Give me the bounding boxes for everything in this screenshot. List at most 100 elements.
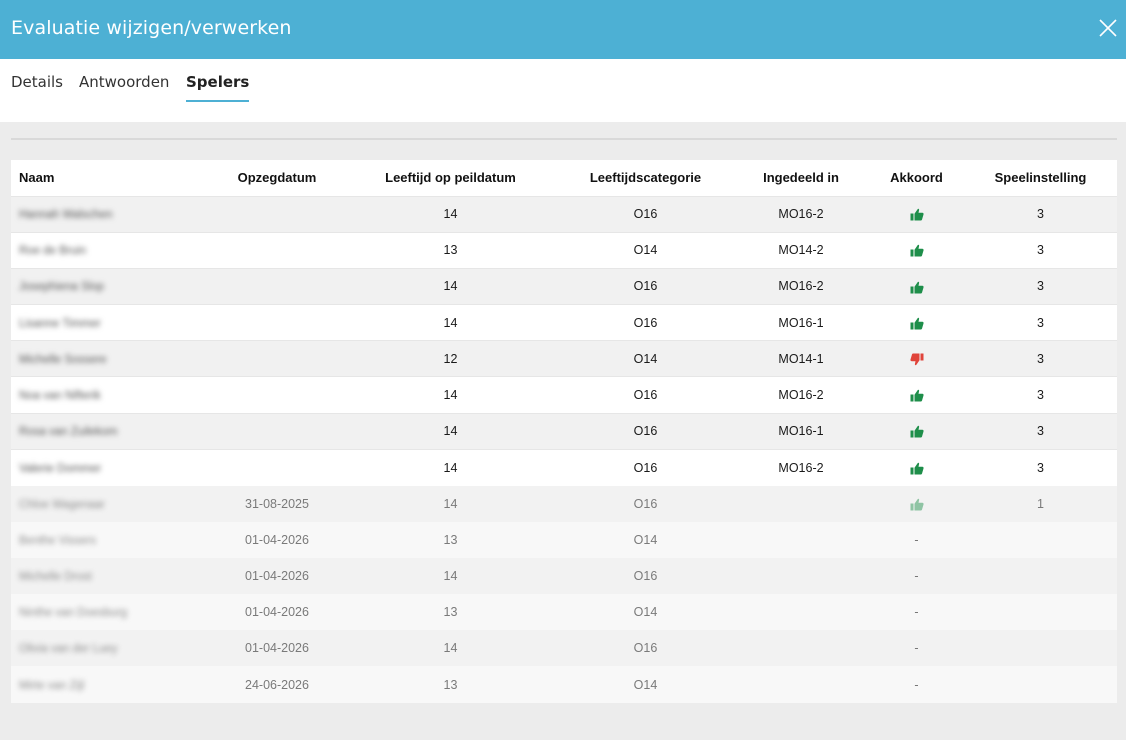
table-body: Hannah Walschen 14 O16 MO16-2 3 Roe de Bruin 1…	[11, 196, 1117, 703]
player-name: Michelle Sossere	[19, 353, 107, 366]
player-name: Josephiena Slop	[19, 281, 105, 294]
table-row[interactable]: Benthe Vissers 01-04-2026 13 O14 -	[11, 521, 1117, 558]
cell-leeftijdscategorie: O14	[633, 677, 658, 692]
player-name: Benthe Vissers	[19, 534, 97, 547]
cell-leeftijd: 13	[443, 532, 458, 547]
cell-opzegdatum	[211, 449, 343, 485]
cell-ingedeeld	[733, 594, 869, 630]
cell-leeftijd: 14	[443, 496, 458, 511]
cell-leeftijd: 14	[443, 279, 458, 294]
cell-akkoord: -	[869, 522, 964, 558]
player-name: Roe de Bruin	[19, 245, 87, 258]
column-header-leeftijd[interactable]: Leeftijd op peildatum	[385, 170, 516, 186]
cell-speelinstelling	[964, 594, 1117, 630]
cell-speelinstelling: 3	[1037, 243, 1044, 258]
cell-akkoord	[869, 449, 964, 485]
table-row[interactable]: Lisanne Timmer 14 O16 MO16-1 3	[11, 304, 1117, 341]
cell-ingedeeld	[733, 666, 869, 702]
cell-leeftijdscategorie: O16	[633, 496, 658, 511]
cell-opzegdatum: 01-04-2026	[245, 568, 309, 583]
tab-details[interactable]: Details	[11, 73, 63, 91]
player-name: Valerie Dommer	[19, 462, 102, 475]
cell-leeftijdscategorie: O14	[633, 351, 658, 366]
thumb-up-icon	[910, 243, 924, 257]
column-header-speelinstelling[interactable]: Speelinstelling	[994, 170, 1087, 186]
players-table: Naam Opzegdatum Leeftijd op peildatum Le…	[11, 160, 1117, 703]
cell-naam: Michelle Drost	[11, 558, 211, 594]
cell-leeftijdscategorie: O16	[633, 388, 658, 403]
cell-opzegdatum	[211, 341, 343, 377]
cell-leeftijd: 14	[443, 388, 458, 403]
cell-naam: Noa van Nifterik	[11, 377, 211, 413]
cell-speelinstelling: 3	[1037, 351, 1044, 366]
akkoord-value: -	[914, 532, 919, 547]
cell-ingedeeld	[733, 486, 869, 522]
thumb-down-icon	[909, 352, 924, 366]
table-row[interactable]: Josephiena Slop 14 O16 MO16-2 3	[11, 268, 1117, 305]
column-header-naam[interactable]: Naam	[19, 170, 55, 186]
cell-naam: Chloe Wagenaar	[11, 486, 211, 522]
cell-opzegdatum: 01-04-2026	[245, 605, 309, 620]
cell-akkoord	[869, 232, 964, 268]
player-name: Michelle Drost	[19, 570, 92, 583]
tab-spelers[interactable]: Spelers	[186, 73, 250, 102]
cell-leeftijd: 12	[443, 351, 458, 366]
cell-ingedeeld	[733, 558, 869, 594]
table-row[interactable]: Valerie Dommer 14 O16 MO16-2 3	[11, 449, 1117, 486]
cell-speelinstelling: 3	[1037, 424, 1044, 439]
cell-leeftijd: 14	[443, 641, 458, 656]
cell-naam: Olivia van der Luey	[11, 630, 211, 666]
cell-leeftijdscategorie: O16	[633, 424, 658, 439]
cell-naam: Michelle Sossere	[11, 341, 211, 377]
cell-opzegdatum: 31-08-2025	[245, 496, 309, 511]
table-row[interactable]: Michelle Sossere 12 O14 MO14-1 3	[11, 340, 1117, 377]
cell-ingedeeld: MO14-1	[778, 351, 824, 366]
table-row[interactable]: Chloe Wagenaar 31-08-2025 14 O16 1	[11, 485, 1117, 522]
cell-akkoord	[869, 377, 964, 413]
cell-speelinstelling: 3	[1037, 460, 1044, 475]
tab-label: Details	[11, 73, 64, 91]
player-name: Hannah Walschen	[19, 209, 113, 222]
table-row[interactable]: Olivia van der Luey 01-04-2026 14 O16 -	[11, 630, 1117, 667]
table-row[interactable]: Ninthe van Doesburg 01-04-2026 13 O14 -	[11, 594, 1117, 631]
column-header-ingedeeld[interactable]: Ingedeeld in	[763, 170, 839, 186]
cell-speelinstelling: 3	[1037, 279, 1044, 294]
close-icon[interactable]	[1098, 18, 1118, 38]
akkoord-value: -	[914, 568, 919, 583]
divider	[11, 138, 1117, 140]
column-header-akkoord[interactable]: Akkoord	[890, 170, 943, 186]
player-name: Chloe Wagenaar	[19, 498, 105, 511]
cell-akkoord	[869, 486, 964, 522]
cell-speelinstelling	[964, 558, 1117, 594]
cell-leeftijdscategorie: O14	[633, 532, 658, 547]
table-row[interactable]: Hannah Walschen 14 O16 MO16-2 3	[11, 196, 1117, 233]
table-row[interactable]: Roe de Bruin 13 O14 MO14-2 3	[11, 232, 1117, 269]
cell-akkoord: -	[869, 630, 964, 666]
table-row[interactable]: Mirte van Zijl 24-06-2026 13 O14 -	[11, 666, 1117, 703]
cell-ingedeeld: MO16-2	[778, 279, 824, 294]
cell-leeftijd: 14	[443, 315, 458, 330]
tab-antwoorden[interactable]: Antwoorden	[79, 73, 169, 91]
cell-opzegdatum: 01-04-2026	[245, 641, 309, 656]
column-header-leeftijdscategorie[interactable]: Leeftijdscategorie	[589, 170, 702, 186]
table-row[interactable]: Michelle Drost 01-04-2026 14 O16 -	[11, 557, 1117, 595]
cell-leeftijd: 14	[443, 568, 458, 583]
column-header-opzegdatum[interactable]: Opzegdatum	[237, 170, 317, 186]
cell-leeftijd: 14	[443, 207, 458, 222]
thumb-up-icon	[910, 388, 924, 402]
player-name: Rosa van Zuilekom	[19, 426, 118, 439]
cell-leeftijdscategorie: O16	[633, 641, 658, 656]
cell-akkoord	[869, 268, 964, 304]
cell-opzegdatum	[211, 305, 343, 341]
cell-naam: Ninthe van Doesburg	[11, 594, 211, 630]
table-row[interactable]: Rosa van Zuilekom 14 O16 MO16-1 3	[11, 413, 1117, 450]
cell-akkoord: -	[869, 558, 964, 594]
table-row[interactable]: Noa van Nifterik 14 O16 MO16-2 3	[11, 376, 1117, 414]
cell-ingedeeld: MO16-2	[778, 460, 824, 475]
cell-opzegdatum	[211, 268, 343, 304]
cell-naam: Rosa van Zuilekom	[11, 413, 211, 449]
table-header-row: Naam Opzegdatum Leeftijd op peildatum Le…	[11, 160, 1117, 196]
thumb-up-icon	[910, 461, 924, 475]
cell-opzegdatum	[211, 196, 343, 232]
cell-ingedeeld	[733, 630, 869, 666]
